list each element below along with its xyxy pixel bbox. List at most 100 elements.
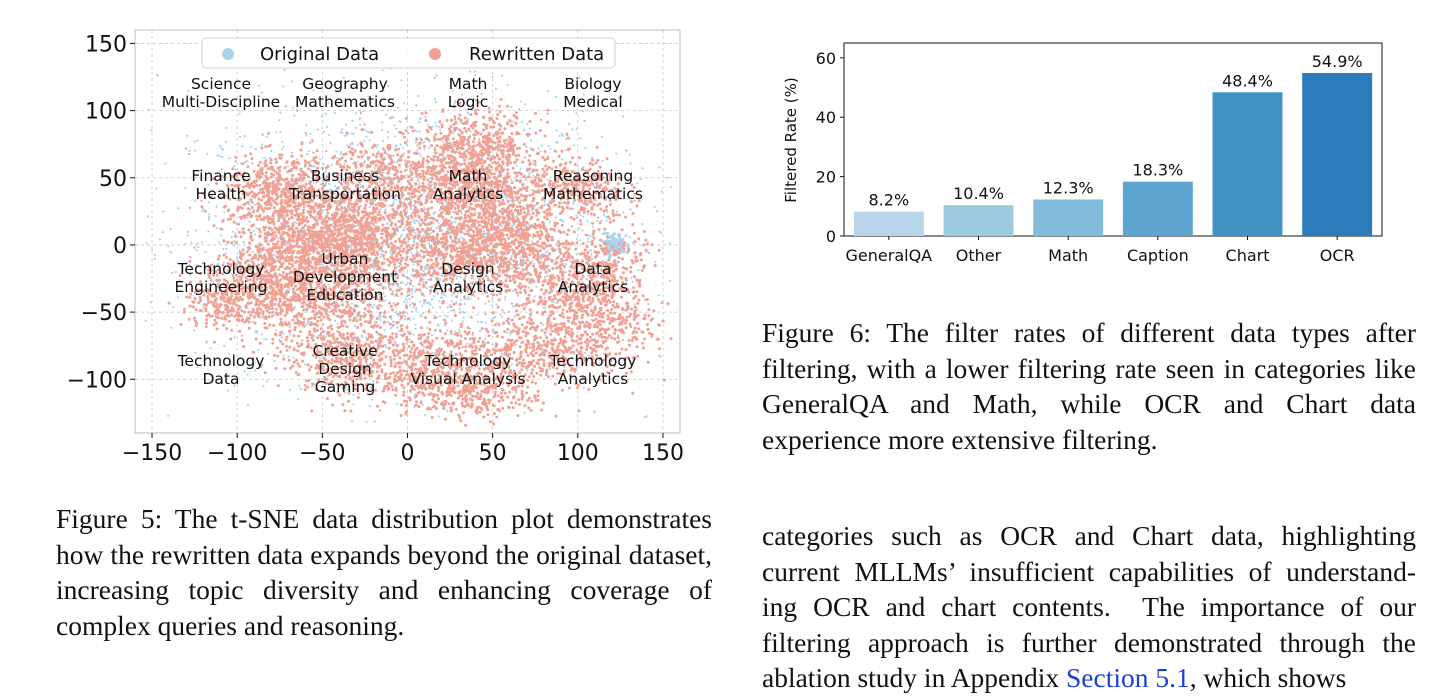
- tsne-point-original: [626, 234, 628, 236]
- tsne-point-original: [442, 141, 444, 143]
- tsne-point-rewritten: [269, 161, 272, 164]
- tsne-point-original: [193, 329, 195, 331]
- tsne-point-original: [390, 327, 392, 329]
- tsne-point-original: [617, 260, 620, 263]
- tsne-point-rewritten: [281, 224, 284, 227]
- tsne-point-original: [539, 150, 541, 152]
- tsne-point-rewritten: [285, 183, 288, 186]
- tsne-point-original: [324, 113, 326, 115]
- tsne-point-rewritten: [256, 175, 259, 178]
- tsne-point-rewritten: [273, 223, 276, 226]
- tsne-point-original: [254, 204, 256, 206]
- tsne-point-original: [306, 153, 308, 155]
- tsne-point-rewritten: [260, 188, 263, 191]
- tsne-point-rewritten: [291, 259, 294, 262]
- tsne-point-original: [428, 147, 430, 149]
- tsne-point-rewritten: [304, 262, 307, 265]
- tsne-point-original: [528, 173, 530, 175]
- tsne-point-rewritten: [364, 230, 367, 233]
- tsne-point-rewritten: [258, 234, 261, 237]
- tsne-point-rewritten: [270, 158, 273, 161]
- tsne-point-rewritten: [319, 208, 322, 211]
- tsne-point-original: [387, 131, 389, 133]
- tsne-point-original: [405, 295, 407, 297]
- tsne-point-original: [219, 145, 221, 147]
- tsne-point-rewritten: [274, 158, 277, 161]
- tsne-point-original: [316, 129, 318, 131]
- tsne-point-original: [246, 160, 248, 162]
- tsne-point-rewritten: [324, 231, 327, 234]
- tsne-point-original: [565, 263, 567, 265]
- tsne-point-rewritten: [300, 174, 303, 177]
- tsne-point-original: [491, 344, 493, 346]
- tsne-point-rewritten: [264, 240, 267, 243]
- tsne-point-rewritten: [423, 237, 426, 240]
- tsne-point-original: [629, 154, 631, 156]
- tsne-point-rewritten: [259, 342, 262, 345]
- tsne-point-rewritten: [371, 222, 374, 225]
- tsne-point-original: [467, 112, 469, 114]
- tsne-point-rewritten: [268, 207, 271, 210]
- tsne-point-original: [336, 203, 338, 205]
- tsne-point-original: [365, 336, 367, 338]
- tsne-point-original: [626, 244, 629, 247]
- tsne-point-rewritten: [366, 239, 369, 242]
- tsne-point-original: [231, 236, 233, 238]
- tsne-point-original: [544, 307, 546, 309]
- tsne-point-rewritten: [277, 240, 280, 243]
- tsne-point-rewritten: [263, 180, 266, 183]
- tsne-point-original: [232, 231, 234, 233]
- tsne-point-original: [150, 301, 152, 303]
- tsne-point-original: [519, 257, 521, 259]
- tsne-point-original: [547, 90, 549, 92]
- tsne-point-rewritten: [407, 217, 410, 220]
- tsne-point-original: [254, 233, 256, 235]
- tsne-point-original: [492, 328, 494, 330]
- tsne-point-rewritten: [369, 212, 372, 215]
- tsne-point-rewritten: [378, 304, 381, 307]
- tsne-point-original: [517, 295, 519, 297]
- tsne-point-original: [395, 128, 397, 130]
- tsne-point-original: [215, 215, 217, 217]
- tsne-point-original: [266, 381, 268, 383]
- tsne-point-rewritten: [330, 224, 333, 227]
- tsne-point-rewritten: [281, 208, 284, 211]
- tsne-point-rewritten: [369, 244, 372, 247]
- tsne-point-original: [379, 315, 381, 317]
- tsne-point-original: [459, 331, 461, 333]
- tsne-point-original: [418, 130, 420, 132]
- tsne-point-original: [208, 219, 210, 221]
- tsne-point-rewritten: [251, 157, 254, 160]
- tsne-point-rewritten: [301, 226, 304, 229]
- tsne-point-original: [483, 230, 485, 232]
- tsne-point-original: [379, 319, 381, 321]
- tsne-point-original: [437, 323, 439, 325]
- tsne-point-original: [409, 305, 411, 307]
- tsne-point-rewritten: [303, 287, 306, 290]
- tsne-point-original: [309, 133, 311, 135]
- tsne-point-original: [397, 209, 399, 211]
- tsne-point-rewritten: [255, 184, 258, 187]
- tsne-point-rewritten: [345, 305, 348, 308]
- tsne-point-original: [565, 271, 567, 273]
- tsne-point-original: [424, 208, 426, 210]
- tsne-point-original: [446, 329, 448, 331]
- tsne-point-original: [461, 212, 463, 214]
- tsne-point-rewritten: [317, 162, 320, 165]
- tsne-point-rewritten: [227, 241, 230, 244]
- tsne-point-original: [195, 229, 197, 231]
- tsne-point-original: [540, 258, 542, 260]
- tsne-point-original: [452, 132, 454, 134]
- tsne-point-rewritten: [330, 231, 333, 234]
- tsne-point-original: [428, 243, 430, 245]
- tsne-point-rewritten: [389, 261, 392, 264]
- tsne-point-original: [415, 309, 417, 311]
- tsne-point-original: [474, 71, 476, 73]
- tsne-point-original: [313, 335, 315, 337]
- tsne-point-original: [579, 214, 581, 216]
- tsne-point-original: [399, 167, 401, 169]
- tsne-point-rewritten: [391, 293, 394, 296]
- tsne-point-original: [254, 331, 256, 333]
- tsne-point-rewritten: [248, 254, 251, 257]
- tsne-point-rewritten: [309, 323, 312, 326]
